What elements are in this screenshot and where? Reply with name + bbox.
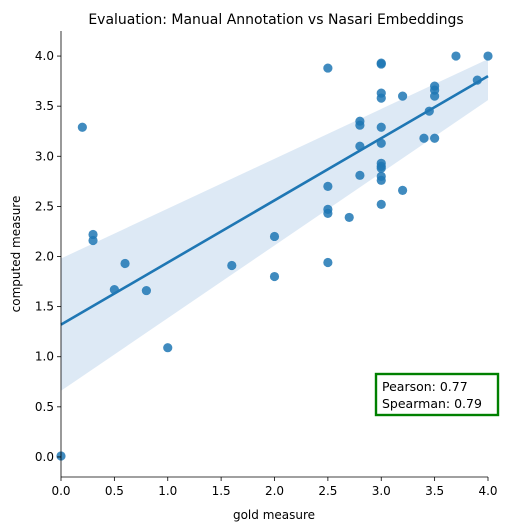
x-tick-label: 3.0 [372,484,391,498]
data-point [419,133,429,143]
plot-area [56,51,493,461]
data-point [430,133,440,143]
data-point [376,59,386,69]
data-point [376,122,386,132]
data-point [120,258,130,269]
y-tick-label: 0.0 [35,450,54,464]
x-axis-label: gold measure [233,508,315,522]
data-point [376,163,386,173]
x-tick-label: 2.0 [265,484,284,498]
data-point [398,91,408,101]
x-axis-ticks: 0.0 0.5 1.0 1.5 2.0 2.5 3.0 3.5 4.0 [51,477,498,498]
data-point [269,271,280,282]
chart-title: Evaluation: Manual Annotation vs Nasari … [88,12,463,28]
data-point [355,170,365,180]
y-tick-label: 4.0 [35,49,54,63]
y-tick-label: 0.5 [35,400,54,414]
data-point [269,231,280,242]
data-point [344,212,354,223]
spearman-label: Spearman: 0.79 [382,396,482,411]
data-point [323,208,333,219]
y-tick-label: 1.0 [35,350,54,364]
correlation-annotation: Pearson: 0.77 Spearman: 0.79 [374,372,500,417]
data-point [376,93,386,103]
x-tick-label: 2.5 [318,484,337,498]
regression-line [60,74,489,326]
data-point [483,51,493,61]
x-tick-label: 1.5 [212,484,231,498]
x-tick-label: 1.0 [158,484,177,498]
x-tick-label: 3.5 [425,484,444,498]
data-point [88,235,98,246]
data-point [398,185,408,195]
y-axis-ticks: 0.0 0.5 1.0 1.5 2.0 2.5 3.0 3.5 4.0 [35,49,61,464]
data-point [355,120,365,130]
data-point [430,91,440,101]
data-point [323,257,333,268]
data-points [56,51,493,461]
pearson-label: Pearson: 0.77 [382,379,468,394]
y-tick-label: 1.5 [35,300,54,314]
y-tick-label: 3.5 [35,99,54,113]
x-tick-label: 0.5 [105,484,124,498]
data-point [376,199,386,209]
y-tick-label: 2.5 [35,199,54,213]
data-point [77,122,87,132]
data-point [163,343,173,353]
confidence-band [61,59,488,391]
x-tick-label: 0.0 [51,484,70,498]
data-point [451,51,461,61]
y-tick-label: 3.0 [35,149,54,163]
x-tick-label: 4.0 [478,484,497,498]
y-tick-label: 2.0 [35,250,54,264]
data-point [323,63,333,73]
y-axis-label: computed measure [9,196,23,313]
correlation-annotation-box [374,372,500,417]
data-point [141,285,151,296]
data-point [227,260,237,271]
data-point [323,181,333,191]
data-point [376,175,386,185]
